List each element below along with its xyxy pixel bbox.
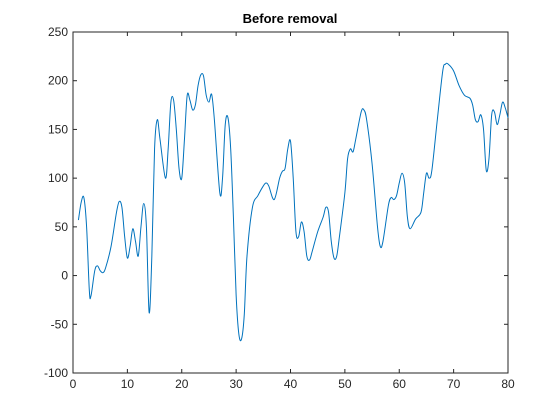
x-tick-label: 30 [229,377,243,391]
y-tick-label: 200 [48,74,68,88]
y-tick-label: 100 [48,171,68,185]
y-tick-label: -100 [44,366,68,380]
x-tick-label: 20 [175,377,189,391]
x-tick-label: 10 [121,377,135,391]
y-tick-label: 50 [55,220,69,234]
x-tick-label: 40 [284,377,298,391]
plot-area [72,31,509,374]
y-tick-label: -50 [51,317,69,331]
x-tick-label: 70 [447,377,461,391]
y-tick-label: 0 [61,269,68,283]
y-tick-label: 250 [48,25,68,39]
chart-title: Before removal [243,11,338,26]
x-tick-label: 0 [70,377,77,391]
x-tick-label: 50 [338,377,352,391]
y-tick-label: 150 [48,122,68,136]
x-tick-label: 80 [501,377,515,391]
line [77,62,509,342]
x-tick-label: 60 [393,377,407,391]
